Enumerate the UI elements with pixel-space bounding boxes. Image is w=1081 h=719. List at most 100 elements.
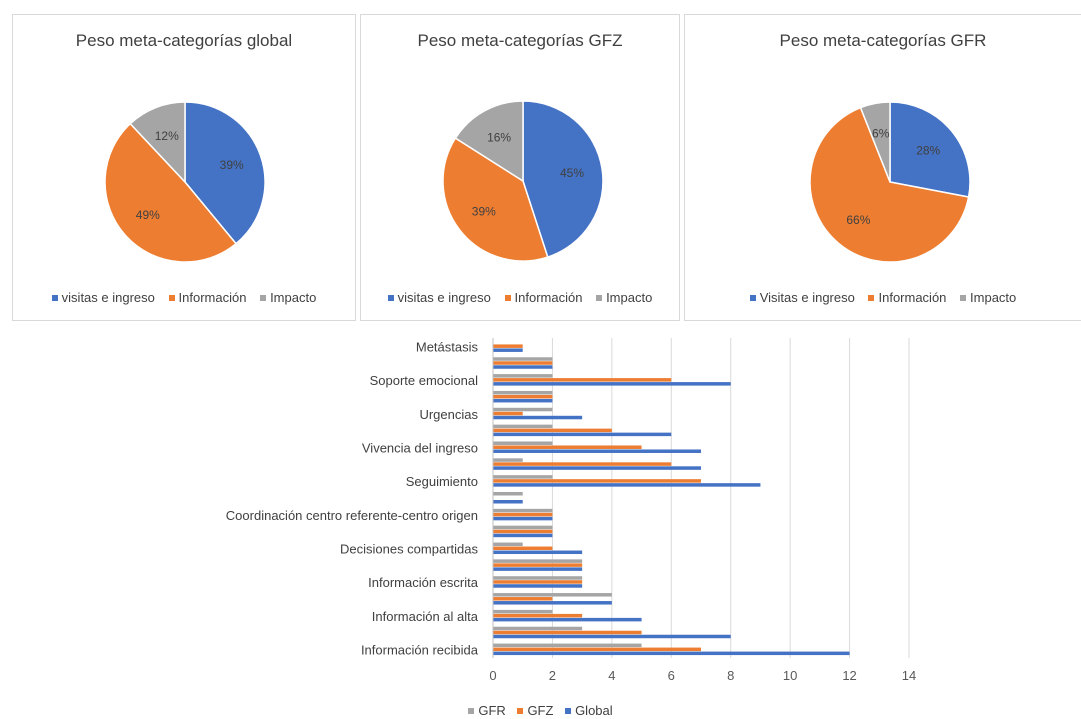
bar-gfz bbox=[493, 613, 583, 618]
bar-gfz bbox=[493, 647, 701, 652]
pie-slice bbox=[859, 101, 891, 183]
legend-label: Información bbox=[878, 290, 947, 306]
bar-gfr bbox=[493, 542, 523, 547]
legend-label: visitas e ingreso bbox=[397, 290, 491, 306]
bar-gfr bbox=[493, 475, 553, 479]
bar-global bbox=[493, 584, 583, 588]
slice-label: 28% bbox=[916, 143, 940, 157]
slice-label: 49% bbox=[136, 208, 160, 222]
legend-item-gfr: GFR bbox=[468, 702, 506, 718]
bar-global bbox=[493, 567, 583, 571]
bar-global bbox=[493, 449, 701, 453]
legend-swatch-blue bbox=[51, 294, 58, 301]
legend-swatch-orange bbox=[868, 294, 875, 301]
pie-slice bbox=[454, 100, 524, 183]
bar-gfr bbox=[493, 626, 583, 631]
legend-label: Visitas e ingreso bbox=[759, 290, 855, 306]
legend-label: visitas e ingreso bbox=[61, 290, 155, 306]
pie-slice bbox=[889, 101, 971, 198]
bar-gfr bbox=[493, 390, 553, 395]
bar-global bbox=[493, 483, 761, 487]
bar-gfr bbox=[493, 357, 553, 361]
y-category-label: Urgencias bbox=[419, 407, 478, 422]
legend-item-impacto: Impacto bbox=[260, 289, 316, 305]
legend-item-visitas: visitas e ingreso bbox=[387, 289, 491, 306]
y-category-label: Metástasis bbox=[416, 339, 479, 354]
bar-gfr bbox=[493, 441, 553, 445]
bar-gfr bbox=[493, 559, 583, 563]
pie-slice bbox=[809, 106, 970, 263]
x-tick-label: 6 bbox=[668, 668, 675, 683]
bar-gfz bbox=[493, 580, 583, 584]
legend-item-informacion: Información bbox=[168, 289, 247, 306]
bar-gfz bbox=[493, 479, 701, 483]
legend-swatch-orange bbox=[504, 294, 511, 301]
legend-item-gfz: GFZ bbox=[517, 702, 553, 718]
legend-label: Impacto bbox=[970, 290, 1017, 306]
legend-item-impacto: Impacto bbox=[960, 289, 1016, 305]
y-category-label: Información recibida bbox=[361, 643, 479, 658]
bar-gfr bbox=[493, 593, 612, 597]
legend-swatch-blue bbox=[565, 707, 572, 714]
bar-global bbox=[493, 466, 701, 470]
legend-label: Global bbox=[575, 703, 613, 719]
legend-swatch-blue bbox=[387, 294, 394, 301]
bar-gfr bbox=[493, 374, 553, 378]
y-category-label: Coordinación centro referente-centro ori… bbox=[226, 508, 478, 523]
slice-label: 39% bbox=[220, 158, 244, 172]
x-tick-label: 0 bbox=[489, 668, 496, 683]
bar-global bbox=[493, 533, 553, 538]
bar-gfz bbox=[493, 630, 642, 635]
pie-slice bbox=[184, 101, 266, 245]
pie-plot: 28% 66% 6% bbox=[809, 101, 971, 263]
pie-slice bbox=[442, 137, 549, 262]
bar-gfr bbox=[493, 576, 583, 580]
bar-global bbox=[493, 601, 612, 605]
x-tick-label: 8 bbox=[727, 668, 734, 683]
bar-gfr bbox=[493, 492, 523, 496]
bar-global bbox=[493, 500, 523, 504]
pie-chart-gfr: Peso meta-categorías GFR 28% 66% 6% Visita… bbox=[684, 14, 1081, 321]
bar-gfr bbox=[493, 424, 553, 429]
bar-gfr bbox=[493, 643, 642, 648]
bar-gfz bbox=[493, 546, 553, 551]
bar-chart-legend: GFR GFZ Global bbox=[0, 702, 1081, 718]
y-category-label: Decisiones compartidas bbox=[340, 542, 479, 557]
pie-chart-gfz: Peso meta-categorías GFZ 45% 39% 16% visit… bbox=[360, 14, 680, 321]
bar-global bbox=[493, 651, 850, 656]
legend-label: Información bbox=[514, 290, 583, 306]
legend-item-impacto: Impacto bbox=[596, 289, 652, 305]
bar-global bbox=[493, 432, 672, 437]
slice-label: 12% bbox=[155, 129, 179, 143]
legend-swatch-gray bbox=[596, 294, 603, 301]
bar-gfz bbox=[493, 529, 553, 534]
chart-title: Peso meta-categorías GFR bbox=[779, 31, 987, 50]
bar-gfz bbox=[493, 411, 523, 416]
bar-gfz bbox=[493, 462, 672, 466]
y-category-label: Seguimiento bbox=[406, 474, 478, 489]
pie-plot: 39% 49% 12% bbox=[104, 101, 266, 263]
y-category-label: Vivencia del ingreso bbox=[362, 440, 478, 455]
x-tick-label: 4 bbox=[608, 668, 615, 683]
legend-item-informacion: Información bbox=[868, 289, 946, 305]
chart-title: Peso meta-categorías GFZ bbox=[417, 31, 623, 50]
bar-gfz bbox=[493, 394, 553, 399]
bar-gfz bbox=[493, 512, 553, 517]
legend-label: GFZ bbox=[527, 703, 554, 719]
bar-global bbox=[493, 617, 642, 622]
legend-item-visitas: Visitas e ingreso bbox=[749, 289, 855, 306]
legend-label: Información bbox=[178, 290, 247, 306]
legend-item-global: Global bbox=[565, 702, 613, 718]
bar-gfr bbox=[493, 609, 553, 614]
chart-legend: Visitas e ingreso Información Impacto bbox=[685, 289, 1081, 305]
legend-label: Impacto bbox=[606, 290, 653, 306]
chart-legend: visitas e ingreso Información Impacto bbox=[13, 289, 355, 305]
bar-gfr bbox=[493, 525, 553, 530]
bar-gfz bbox=[493, 378, 672, 382]
bar-global bbox=[493, 365, 553, 369]
bar-global bbox=[493, 348, 523, 352]
pie-slice bbox=[104, 122, 238, 263]
bar-global bbox=[493, 415, 583, 420]
bar-gfz bbox=[493, 361, 553, 365]
slice-label: 39% bbox=[472, 204, 496, 218]
